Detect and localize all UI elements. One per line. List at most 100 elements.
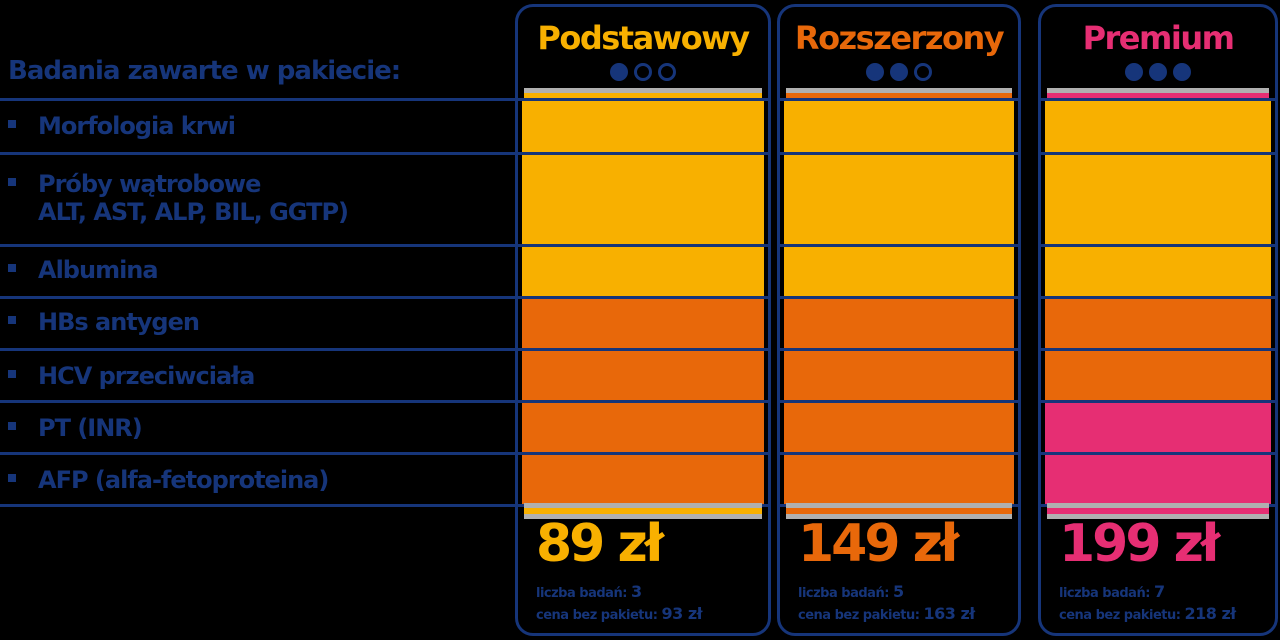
band-divider bbox=[1041, 296, 1275, 299]
tests-count: liczba badań: 7 bbox=[1059, 582, 1165, 601]
test-item-hbs: HBs antygen bbox=[8, 308, 200, 336]
test-item-albumina: Albumina bbox=[8, 256, 159, 284]
test-item-label: HCV przeciwciała bbox=[38, 362, 255, 390]
band-divider bbox=[518, 400, 768, 403]
test-included-band bbox=[522, 402, 764, 452]
level-dot-filled-icon bbox=[610, 63, 628, 81]
row-divider bbox=[0, 400, 520, 403]
level-dot-filled-icon bbox=[890, 63, 908, 81]
no-package-price: cena bez pakietu: 163 zł bbox=[798, 604, 975, 623]
bullet-icon bbox=[8, 178, 16, 186]
tests-count-value: 3 bbox=[630, 582, 642, 601]
test-included-band bbox=[1045, 350, 1271, 400]
band-divider bbox=[780, 296, 1018, 299]
band-divider bbox=[780, 452, 1018, 455]
test-item-pt-inr: PT (INR) bbox=[8, 414, 143, 442]
test-included-band bbox=[784, 298, 1014, 348]
level-indicator bbox=[780, 63, 1018, 85]
level-dot-filled-icon bbox=[866, 63, 884, 81]
package-price: 199 zł bbox=[1059, 514, 1220, 574]
band-divider bbox=[518, 296, 768, 299]
package-card-premium[interactable]: Premium 199 zł liczba badań: 7 cena bez pak… bbox=[1038, 4, 1278, 636]
bullet-icon bbox=[8, 264, 16, 272]
package-title: Podstawowy bbox=[537, 19, 750, 57]
test-item-sublabel: ALT, AST, ALP, BIL, GGTP) bbox=[38, 198, 349, 226]
test-included-band bbox=[1045, 298, 1271, 348]
row-divider bbox=[0, 296, 520, 299]
no-package-price: cena bez pakietu: 218 zł bbox=[1059, 604, 1236, 623]
test-included-band bbox=[784, 454, 1014, 504]
row-divider bbox=[0, 152, 520, 155]
package-price: 149 zł bbox=[798, 514, 959, 574]
test-item-label: Morfologia krwi bbox=[38, 112, 236, 140]
level-dot-filled-icon bbox=[1125, 63, 1143, 81]
row-divider bbox=[0, 452, 520, 455]
level-dot-filled-icon bbox=[1149, 63, 1167, 81]
tests-count-label: liczba badań: bbox=[1059, 586, 1150, 601]
bullet-icon bbox=[8, 120, 16, 128]
level-dot-empty-icon bbox=[658, 63, 676, 81]
band-divider bbox=[1041, 348, 1275, 351]
test-item-label: Albumina bbox=[38, 256, 159, 284]
tests-count-value: 7 bbox=[1153, 582, 1165, 601]
test-included-band bbox=[522, 154, 764, 244]
band-divider bbox=[1041, 152, 1275, 155]
test-included-band bbox=[522, 298, 764, 348]
band-divider bbox=[780, 348, 1018, 351]
package-price: 89 zł bbox=[536, 514, 664, 574]
test-included-band bbox=[522, 350, 764, 400]
package-card-rozszerzony[interactable]: Rozszerzony 149 zł liczba badań: 5 cena bez… bbox=[777, 4, 1021, 636]
test-included-band bbox=[784, 246, 1014, 296]
test-item-label: Próby wątrobowe bbox=[38, 170, 261, 198]
test-included-band bbox=[784, 402, 1014, 452]
band-divider bbox=[1041, 400, 1275, 403]
no-package-price-value: 163 zł bbox=[923, 604, 976, 623]
test-item-hcv: HCV przeciwciała bbox=[8, 362, 255, 390]
row-divider bbox=[0, 504, 520, 507]
tests-count-label: liczba badań: bbox=[536, 586, 627, 601]
section-heading: Badania zawarte w pakiecie: bbox=[8, 56, 401, 86]
band-divider bbox=[1041, 98, 1275, 101]
band-divider bbox=[1041, 452, 1275, 455]
band-divider bbox=[780, 244, 1018, 247]
test-item-label: AFP (alfa-fetoproteina) bbox=[38, 466, 329, 494]
package-title: Rozszerzony bbox=[794, 19, 1005, 57]
band-divider bbox=[1041, 244, 1275, 247]
test-included-band bbox=[784, 154, 1014, 244]
band-divider bbox=[780, 152, 1018, 155]
test-included-band bbox=[522, 246, 764, 296]
bullet-icon bbox=[8, 422, 16, 430]
level-dot-empty-icon bbox=[914, 63, 932, 81]
level-dot-empty-icon bbox=[634, 63, 652, 81]
bullet-icon bbox=[8, 316, 16, 324]
bullet-icon bbox=[8, 370, 16, 378]
header-stripe bbox=[786, 93, 1012, 99]
row-divider bbox=[0, 98, 520, 101]
test-included-band bbox=[1045, 246, 1271, 296]
level-indicator bbox=[1041, 63, 1275, 85]
no-package-price-value: 93 zł bbox=[661, 604, 703, 623]
test-included-band bbox=[522, 454, 764, 504]
no-package-price-value: 218 zł bbox=[1184, 604, 1237, 623]
test-included-band bbox=[784, 350, 1014, 400]
test-included-band bbox=[1045, 402, 1271, 452]
no-package-price-label: cena bez pakietu: bbox=[798, 608, 920, 623]
package-card-podstawowy[interactable]: Podstawowy 89 zł liczba badań: 3 cena bez p… bbox=[515, 4, 771, 636]
test-item-label: PT (INR) bbox=[38, 414, 143, 442]
footer-stripe bbox=[1047, 508, 1269, 514]
tests-count-label: liczba badań: bbox=[798, 586, 889, 601]
band-divider bbox=[518, 98, 768, 101]
test-item-proby-watrobowe: Próby wątrobowe ALT, AST, ALP, BIL, GGTP… bbox=[8, 170, 349, 226]
no-package-price: cena bez pakietu: 93 zł bbox=[536, 604, 703, 623]
row-divider bbox=[0, 244, 520, 247]
test-included-band bbox=[522, 100, 764, 152]
band-divider bbox=[518, 152, 768, 155]
band-divider bbox=[518, 348, 768, 351]
no-package-price-label: cena bez pakietu: bbox=[536, 608, 658, 623]
footer-stripe bbox=[524, 508, 762, 514]
band-divider bbox=[518, 244, 768, 247]
header-stripe bbox=[524, 93, 762, 99]
level-dot-filled-icon bbox=[1173, 63, 1191, 81]
band-divider bbox=[780, 98, 1018, 101]
test-item-afp: AFP (alfa-fetoproteina) bbox=[8, 466, 329, 494]
